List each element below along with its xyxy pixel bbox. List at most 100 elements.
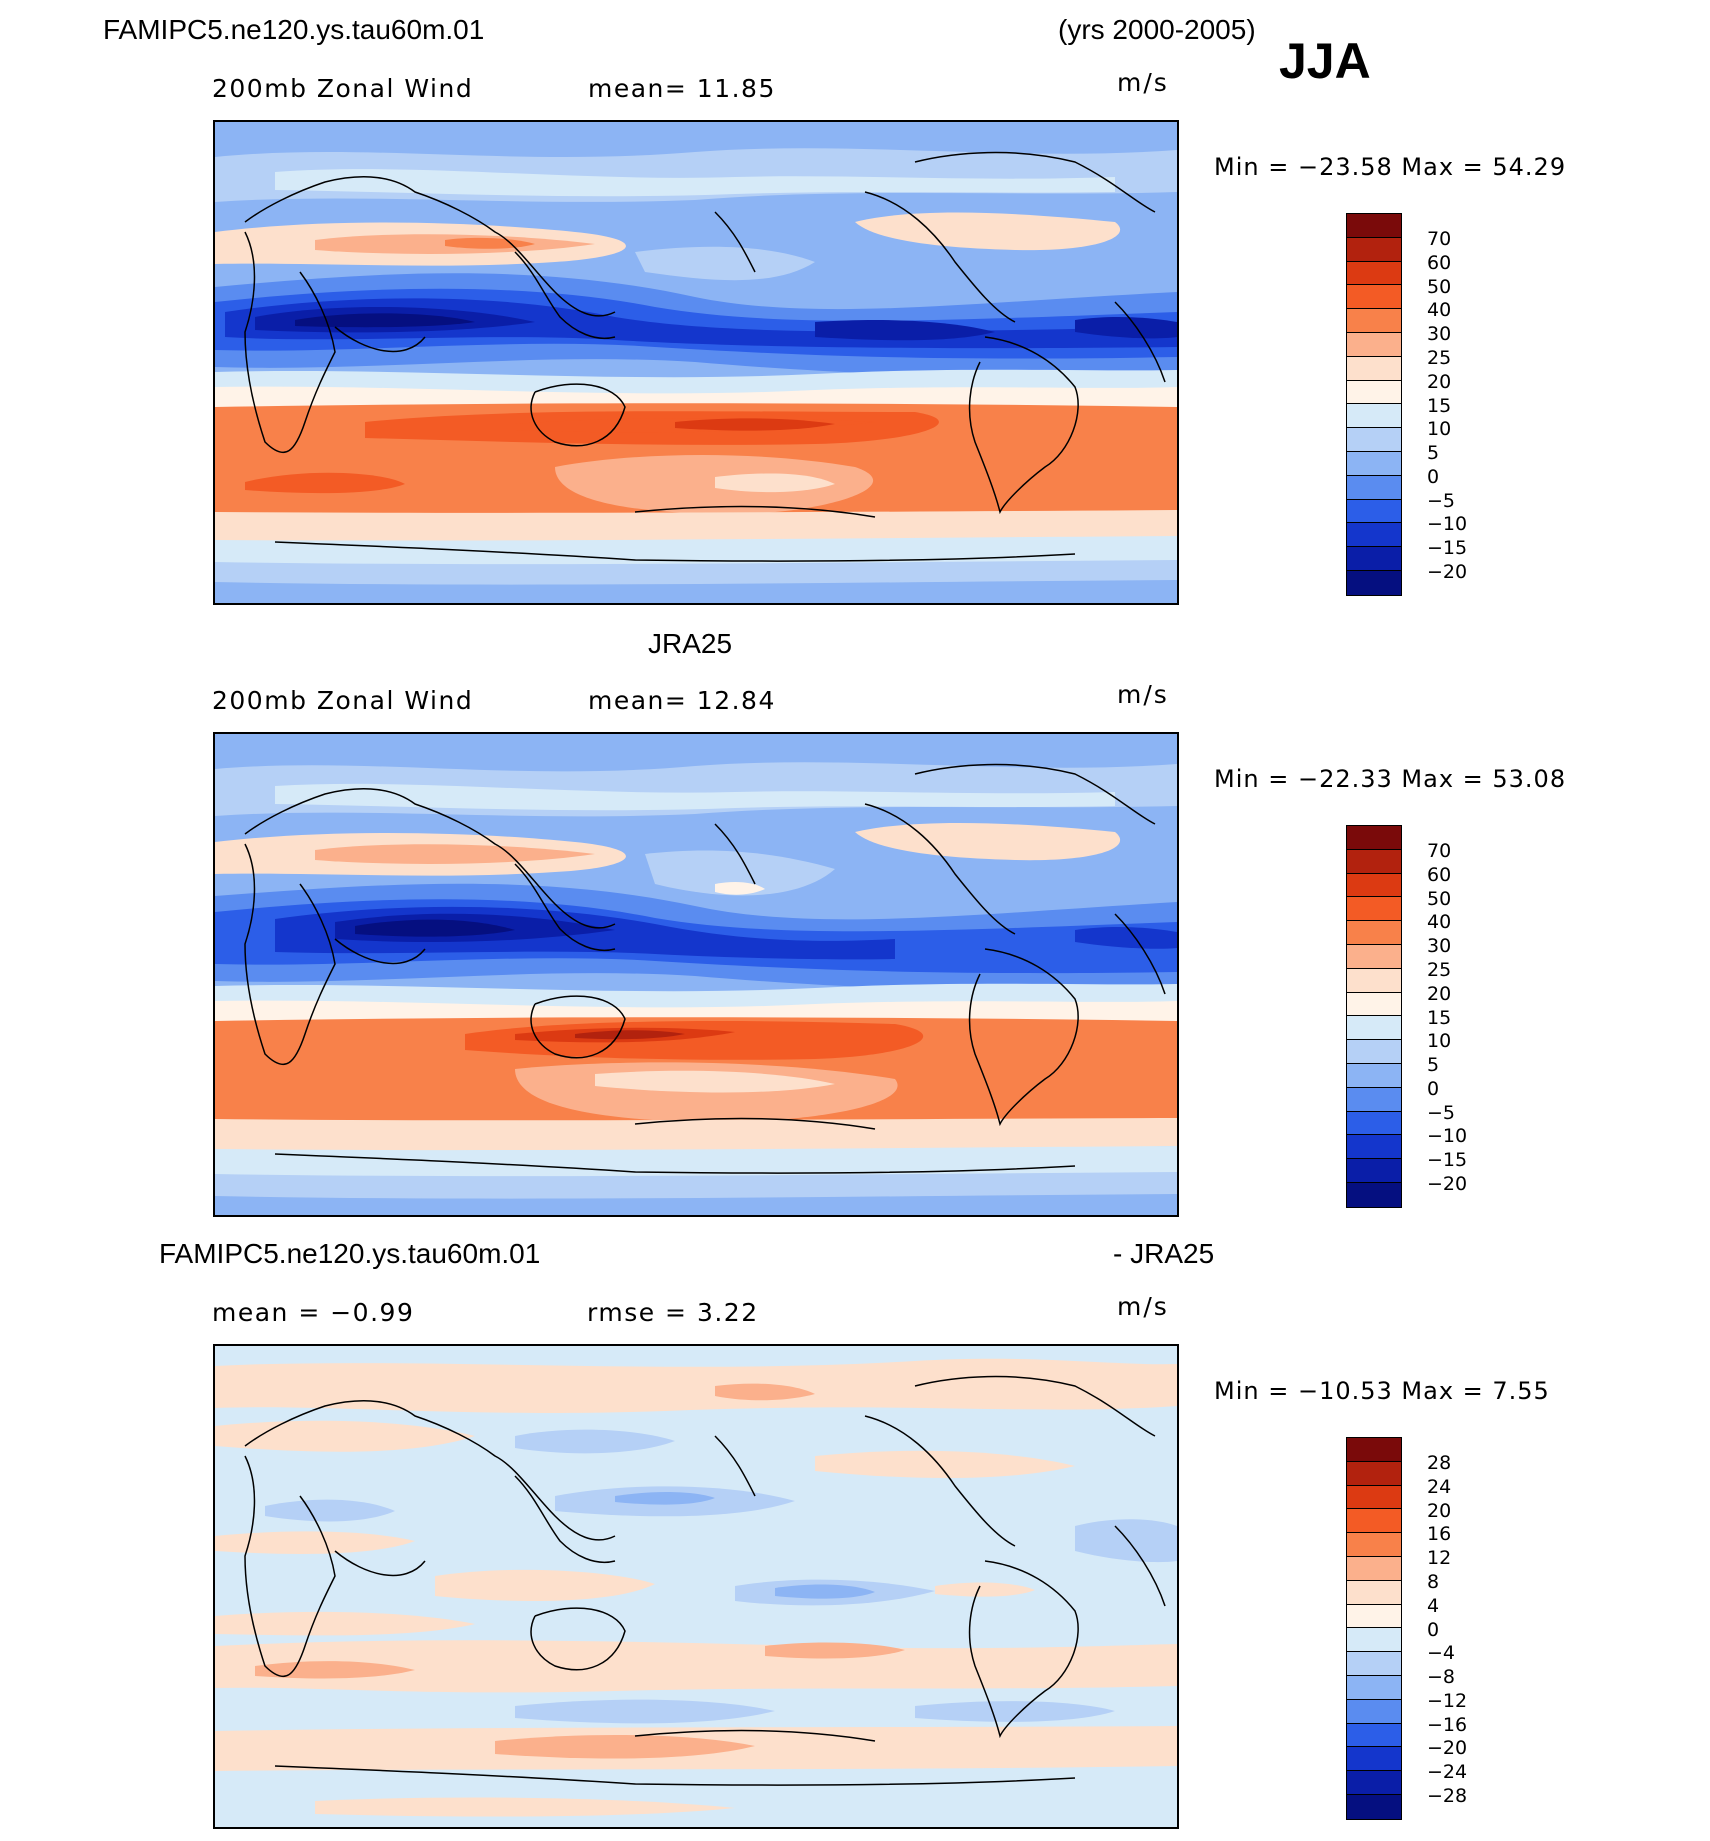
panel1-colorbar-box <box>1347 570 1401 595</box>
panel2-colorbar-label: 5 <box>1427 1054 1440 1076</box>
panel3-colorbar-label: −16 <box>1427 1714 1468 1736</box>
panel3-colorbar-box <box>1347 1580 1401 1605</box>
panel3-colorbar-label: −12 <box>1427 1690 1468 1712</box>
panel1-colorbar-box <box>1347 451 1401 476</box>
panel3-colorbar-label: −20 <box>1427 1737 1468 1759</box>
panel3-colorbar-box <box>1347 1533 1401 1557</box>
panel2-colorbar-label: 20 <box>1427 983 1452 1005</box>
panel2-colorbar-label: 0 <box>1427 1078 1440 1100</box>
panel1-colorbar-box <box>1347 285 1401 310</box>
panel3-colorbar-label: 4 <box>1427 1595 1440 1617</box>
panel2-colorbar-label: 25 <box>1427 959 1452 981</box>
panel3-coastlines <box>244 1375 1166 1786</box>
panel1-colorbar-box <box>1347 380 1401 405</box>
panel3-colorbar-label: −8 <box>1427 1666 1456 1688</box>
panel2-colorbar-box <box>1347 897 1401 922</box>
panel1-colorbar-label: 0 <box>1427 466 1440 488</box>
panel2-units: m/s <box>1117 680 1169 709</box>
panel2-colorbar-box <box>1347 992 1401 1017</box>
panel2-minmax: Min = −22.33 Max = 53.08 <box>1214 765 1567 793</box>
panel2-colorbar-label: 15 <box>1427 1007 1452 1029</box>
panel3-colorbar-label: 12 <box>1427 1547 1452 1569</box>
panel3-colorbar-box <box>1347 1556 1401 1581</box>
panel1-colorbar-box <box>1347 499 1401 524</box>
panel2-colorbar-box <box>1347 1111 1401 1136</box>
panel1-colorbar-box <box>1347 428 1401 452</box>
panel1-colorbar-label: −10 <box>1427 513 1468 535</box>
panel3-colorbar-label: −24 <box>1427 1761 1468 1783</box>
panel3-colorbar-box <box>1347 1723 1401 1748</box>
panel3-rmse: rmse = 3.22 <box>587 1298 759 1327</box>
panel3-colorbar-box <box>1347 1509 1401 1534</box>
panel2-colorbar-box <box>1347 1040 1401 1064</box>
panel3-colorbar-box <box>1347 1747 1401 1772</box>
panel1-colorbar-label: 15 <box>1427 395 1452 417</box>
panel2-mean: mean= 12.84 <box>588 686 776 715</box>
panel2-colorbar-box <box>1347 1135 1401 1160</box>
panel3-colorbar <box>1346 1437 1402 1820</box>
panel2-colorbar-label: 50 <box>1427 888 1452 910</box>
panel2-coastlines <box>244 763 1166 1174</box>
panel3-colorbar-label: 16 <box>1427 1523 1452 1545</box>
panel3-colorbar-box <box>1347 1485 1401 1510</box>
panel2-colorbar-label: −10 <box>1427 1125 1468 1147</box>
panel3-map <box>213 1344 1179 1829</box>
panel1-colorbar-label: 40 <box>1427 299 1452 321</box>
panel1-colorbar-label: 25 <box>1427 347 1452 369</box>
panel1-colorbar-label: 10 <box>1427 418 1452 440</box>
panel1-units: m/s <box>1117 68 1169 97</box>
panel2-contour-field <box>215 734 1177 1215</box>
panel1-colorbar-label: −15 <box>1427 537 1468 559</box>
panel2-colorbar-box <box>1347 849 1401 874</box>
panel1-coastlines <box>244 151 1166 562</box>
season-label: JJA <box>1279 33 1371 89</box>
panel1-colorbar-label: 20 <box>1427 371 1452 393</box>
panel1-colorbar-label: −20 <box>1427 561 1468 583</box>
panel1-colorbar-box <box>1347 547 1401 571</box>
panel2-colorbar-box <box>1347 1159 1401 1183</box>
panel2-map <box>213 732 1179 1217</box>
panel3-colorbar-box <box>1347 1652 1401 1676</box>
case-title: FAMIPC5.ne120.ys.tau60m.01 <box>103 14 485 45</box>
panel1-colorbar-label: 70 <box>1427 228 1452 250</box>
panel1-colorbar-box <box>1347 404 1401 429</box>
panel3-colorbar-box <box>1347 1628 1401 1653</box>
panel3-colorbar-label: −28 <box>1427 1785 1468 1807</box>
panel3-colorbar-label: 24 <box>1427 1476 1452 1498</box>
panel2-colorbar-box <box>1347 921 1401 945</box>
panel1-colorbar-label: −5 <box>1427 490 1456 512</box>
panel3-colorbar-label: 0 <box>1427 1619 1440 1641</box>
panel2-colorbar-box <box>1347 873 1401 898</box>
panel1-colorbar-label: 5 <box>1427 442 1440 464</box>
panel1-colorbar-box <box>1347 237 1401 262</box>
panel3-colorbar-box <box>1347 1794 1401 1819</box>
panel1-variable: 200mb Zonal Wind <box>212 74 474 103</box>
panel3-title-left: FAMIPC5.ne120.ys.tau60m.01 <box>159 1238 541 1269</box>
panel2-colorbar-label: 40 <box>1427 911 1452 933</box>
panel2-colorbar-label: −5 <box>1427 1102 1456 1124</box>
panel2-title: JRA25 <box>648 628 733 659</box>
panel2-colorbar-label: 70 <box>1427 840 1452 862</box>
panel1-map <box>213 120 1179 605</box>
panel2-colorbar-box <box>1347 1016 1401 1041</box>
panel2-variable: 200mb Zonal Wind <box>212 686 474 715</box>
panel1-colorbar-box <box>1347 523 1401 548</box>
panel1-colorbar-box <box>1347 309 1401 333</box>
panel1-colorbar-box <box>1347 261 1401 286</box>
panel3-contour-field <box>215 1346 1177 1827</box>
panel3-mean: mean = −0.99 <box>212 1298 415 1327</box>
panel3-colorbar-box <box>1347 1461 1401 1486</box>
panel3-colorbar-box <box>1347 1675 1401 1700</box>
panel2-colorbar-label: 60 <box>1427 864 1452 886</box>
panel1-minmax: Min = −23.58 Max = 54.29 <box>1214 153 1567 181</box>
panel1-colorbar-label: 30 <box>1427 323 1452 345</box>
panel2-colorbar-label: −20 <box>1427 1173 1468 1195</box>
panel1-colorbar <box>1346 213 1402 596</box>
panel1-colorbar-label: 50 <box>1427 276 1452 298</box>
panel2-colorbar-label: 10 <box>1427 1030 1452 1052</box>
panel1-colorbar-box <box>1347 214 1401 238</box>
panel3-colorbar-box <box>1347 1771 1401 1795</box>
panel1-contour-field <box>215 122 1177 603</box>
panel1-mean: mean= 11.85 <box>588 74 776 103</box>
panel3-colorbar-label: 28 <box>1427 1452 1452 1474</box>
